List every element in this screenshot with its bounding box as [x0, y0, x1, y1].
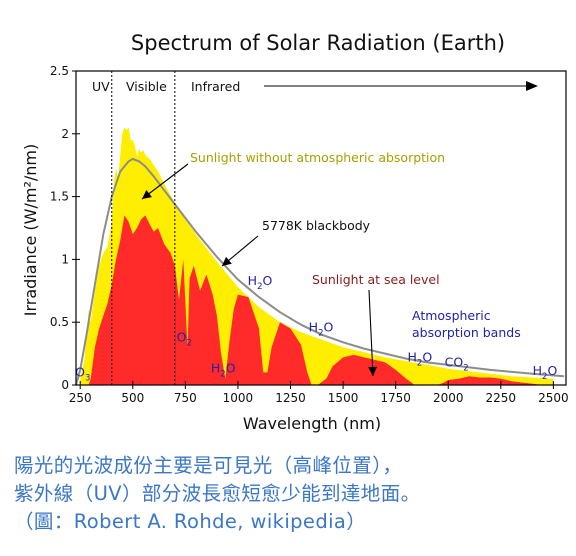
line-blackbody [75, 157, 564, 386]
x-tick-label: 1500 [328, 391, 359, 405]
area-sea-level [88, 215, 554, 385]
x-tick-label: 2000 [433, 391, 464, 405]
x-tick-label: 2250 [486, 391, 517, 405]
arrow-without-absorption-head [142, 190, 152, 199]
annotation-sea-level: Sunlight at sea level [312, 272, 440, 287]
molecule-label: H2O [408, 349, 433, 368]
caption-line-3: （圖：Robert A. Rohde, wikipedia） [14, 510, 367, 533]
y-tick-label: 0 [61, 378, 69, 392]
y-tick-label: 1 [61, 252, 69, 266]
x-tick-label: 2500 [538, 391, 569, 405]
arrow-blackbody-head [222, 256, 232, 266]
molecule-label: H2O [309, 319, 334, 338]
x-axis-label: Wavelength (nm) [243, 414, 381, 433]
caption-line-1: 陽光的光波成份主要是可見光（高峰位置）， [14, 454, 403, 477]
solar-spectrum-figure: Spectrum of Solar Radiation (Earth) UV Vi… [21, 31, 569, 433]
x-tick-label: 250 [69, 391, 92, 405]
molecule-label: H2O [211, 361, 236, 380]
solar-spectrum-chart: Spectrum of Solar Radiation (Earth) UV Vi… [21, 31, 569, 433]
x-tick-label: 1000 [223, 391, 254, 405]
annotation-bands-line-1: Atmospheric [412, 308, 491, 323]
molecule-label: H2O [533, 363, 558, 382]
y-tick-label: 2 [61, 127, 69, 141]
chart-title: Spectrum of Solar Radiation (Earth) [131, 31, 505, 55]
x-tick-label: 750 [174, 391, 197, 405]
arrow-without-absorption [141, 163, 189, 200]
caption-line-2: 紫外線（UV）部分波長愈短愈少能到達地面。 [14, 482, 421, 505]
molecule-label: O3 [75, 364, 90, 383]
annotation-bands-line-2: absorption bands [412, 325, 521, 340]
region-label-infrared: Infrared [191, 79, 240, 94]
molecule-label: H2O [248, 273, 273, 292]
y-tick-label: 0.5 [50, 315, 69, 329]
molecule-label: O2 [177, 329, 192, 348]
y-tick-label: 1.5 [50, 190, 69, 204]
annotation-without-absorption: Sunlight without atmospheric absorption [190, 150, 445, 165]
molecule-label: CO2 [445, 354, 469, 373]
arrow-sea-level-head [368, 366, 378, 376]
x-tick-label: 500 [121, 391, 144, 405]
caption: 陽光的光波成份主要是可見光（高峰位置）， 紫外線（UV）部分波長愈短愈少能到達地… [14, 452, 570, 536]
annotation-blackbody: 5778K blackbody [262, 218, 371, 233]
plot-frame [75, 70, 567, 386]
x-tick-label: 1750 [380, 391, 411, 405]
region-label-visible: Visible [126, 79, 167, 94]
y-axis-label: Irradiance (W/m²/nm) [21, 144, 40, 316]
infrared-arrow-head [526, 81, 538, 91]
region-label-uv: UV [92, 79, 110, 94]
arrow-sea-level [368, 289, 374, 377]
x-tick-label: 1250 [275, 391, 306, 405]
y-tick-label: 2.5 [50, 64, 69, 78]
